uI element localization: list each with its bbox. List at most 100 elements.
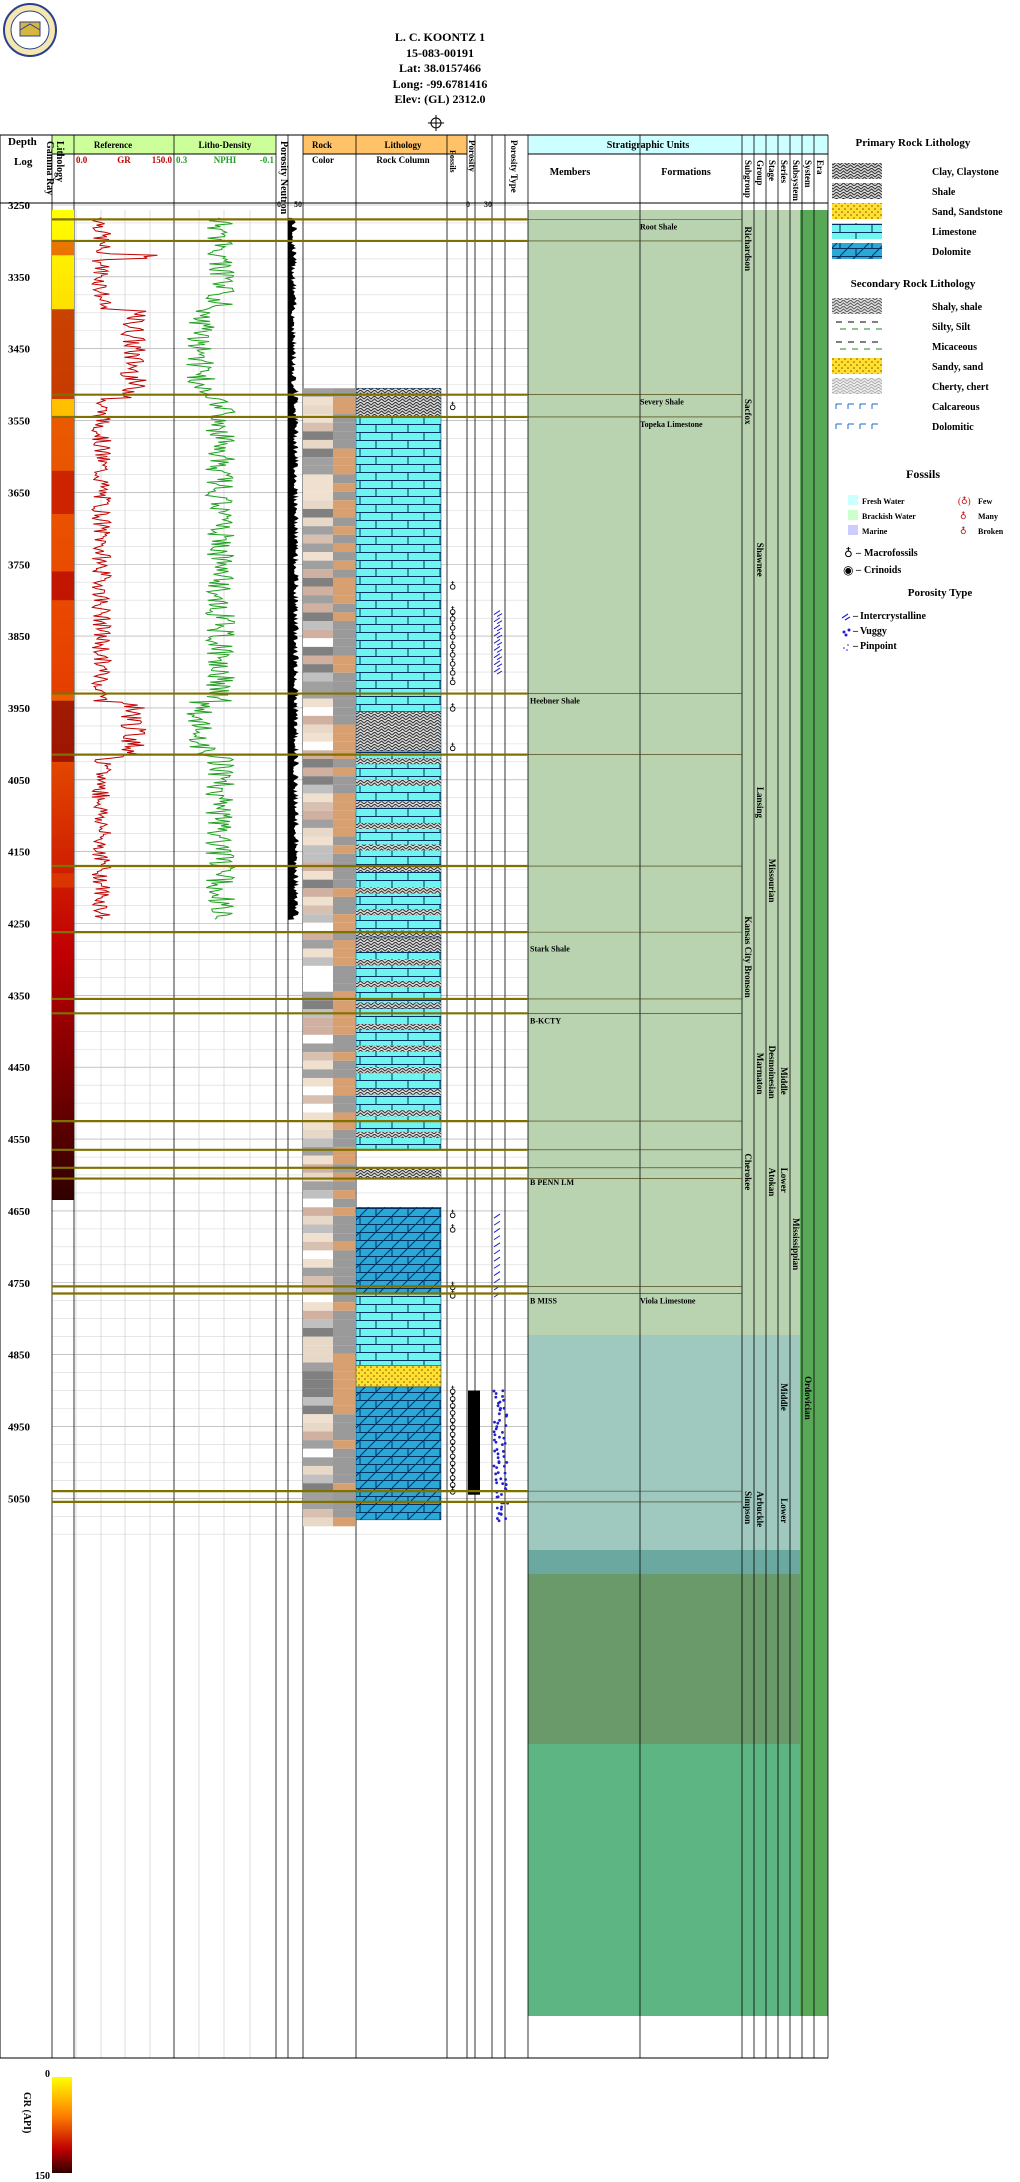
gamma-strip-band <box>52 700 74 762</box>
rock-color-cell <box>303 681 333 690</box>
porosity-type-markers <box>492 610 510 1523</box>
rock-color-cell <box>333 638 355 647</box>
rock-color-cell <box>333 931 355 941</box>
rock-color-cell <box>303 974 333 984</box>
rock-color-cell <box>303 1371 333 1380</box>
intercrystalline-marker <box>493 1278 501 1284</box>
macrofossil-marker: ♁ <box>449 703 456 715</box>
rock-interval <box>355 1365 442 1388</box>
rock-color-cell <box>303 439 333 449</box>
vuggy-marker <box>501 1482 505 1486</box>
rock-color-cell <box>333 526 355 535</box>
vuggy-marker <box>500 1443 504 1447</box>
rock-color-cell <box>333 422 355 432</box>
rock-color-cell <box>303 1181 333 1191</box>
rock-color-cell <box>303 698 333 708</box>
macrofossil-marker: ♁ <box>449 1464 456 1476</box>
rock-column-header: Rock Column <box>376 155 429 165</box>
depth-label: 4850 <box>8 1350 31 1362</box>
rock-color-cell <box>333 681 355 690</box>
rock-interval <box>355 1490 442 1521</box>
rock-color-cell <box>333 1259 355 1268</box>
macrofossil-marker: ♁ <box>449 1290 456 1302</box>
rock-color-cell <box>303 1345 333 1354</box>
vuggy-marker <box>498 1418 501 1422</box>
vuggy-marker <box>499 1507 503 1511</box>
rock-color-cell <box>303 896 333 906</box>
rock-color-cell <box>333 733 355 742</box>
fossil-markers: ♁♁♁♁♁♁♁♁♁♁♁♁♁♁♁♁♁♁♁♁♁♁♁♁♁♁♁♁♁♁♁♁ <box>449 401 456 1498</box>
legend-secondary-swatch <box>832 298 882 314</box>
rock-color-cell <box>333 957 355 966</box>
rock-color-cell <box>303 1517 333 1527</box>
rock-color-cell <box>333 1190 355 1199</box>
intercrystalline-marker <box>493 617 503 625</box>
rock-color-cell <box>333 914 355 923</box>
rock-color-cell <box>303 1396 333 1406</box>
macrofossil-marker: ♁ <box>449 1471 456 1483</box>
macrofossil-marker: ♁ <box>449 613 456 625</box>
rock-color-cell <box>333 517 355 527</box>
rock-interval <box>355 1386 442 1492</box>
rock-color-cell <box>303 612 333 622</box>
legend-limestone-label: Limestone <box>932 227 977 238</box>
strat-band-pennsylvanian <box>528 210 828 1335</box>
rock-color-cell <box>333 1422 355 1432</box>
series-label: Middle <box>779 1067 789 1095</box>
vuggy-marker <box>503 1471 507 1475</box>
rock-color-cell <box>303 1259 333 1268</box>
gamma-strip-band <box>52 416 74 694</box>
shale-stringer <box>356 980 441 987</box>
subsystem-header: Subsystem <box>791 160 801 202</box>
shale-stringer <box>356 801 441 808</box>
vuggy-marker <box>501 1431 504 1434</box>
vuggy-marker <box>493 1420 496 1424</box>
rock-color-cell <box>333 940 355 949</box>
legend-clay-label: Clay, Claystone <box>932 167 999 178</box>
era-header: Era <box>815 160 825 175</box>
shale-stringer <box>356 758 441 765</box>
vuggy-marker <box>494 1395 498 1399</box>
formation-top-label: Topeka Limestone <box>640 420 703 429</box>
rock-color-cell <box>333 1474 355 1484</box>
pinpoint-icon <box>843 644 849 651</box>
rock-color-cell <box>333 534 355 544</box>
vuggy-marker <box>502 1436 506 1440</box>
rock-color-cell <box>333 1129 355 1139</box>
svg-text:–: – <box>852 611 859 622</box>
rock-color-cell <box>303 629 333 639</box>
depth-label: 4250 <box>8 919 31 931</box>
rock-color-cell <box>333 1198 355 1208</box>
vuggy-marker <box>492 1389 496 1393</box>
rock-color-cell <box>303 1112 333 1122</box>
rock-color-cell <box>333 827 355 837</box>
rock-color-cell <box>303 1500 333 1510</box>
rock-color-cell <box>303 672 333 682</box>
longitude: Long: -99.6781416 <box>392 76 488 91</box>
rock-color-cell <box>303 1017 333 1027</box>
rock-color-cell <box>333 922 355 932</box>
subgroup-label: Lansing <box>755 787 765 819</box>
rock-color-cell <box>333 1103 355 1113</box>
intercrystalline-marker <box>493 1271 501 1276</box>
shale-stringer <box>356 1131 441 1138</box>
rock-color-cell <box>303 931 333 941</box>
legend-calc-mark <box>871 423 878 429</box>
formation-top-label: Root Shale <box>640 222 678 231</box>
rock-interval <box>355 1293 442 1366</box>
rock-color-cell <box>333 1146 355 1156</box>
rock-interval <box>355 711 442 752</box>
rock-color-cell <box>303 1086 333 1096</box>
stage-label: Desmoinesian <box>767 1046 777 1099</box>
rock-color-cell <box>333 1509 355 1518</box>
system-header: System <box>803 160 813 188</box>
rock-color-cell <box>333 1431 355 1441</box>
macrofossil-icon: ♁ <box>844 546 853 560</box>
subgroup-label: Marmaton <box>755 1053 765 1095</box>
rock-color-cell <box>303 664 333 673</box>
rock-color-cell <box>333 1181 355 1191</box>
strat-band-mississippian <box>528 1574 828 1744</box>
vuggy-marker <box>494 1472 498 1476</box>
intercrystalline-marker <box>493 1228 501 1233</box>
rock-color-cell <box>303 1276 333 1285</box>
